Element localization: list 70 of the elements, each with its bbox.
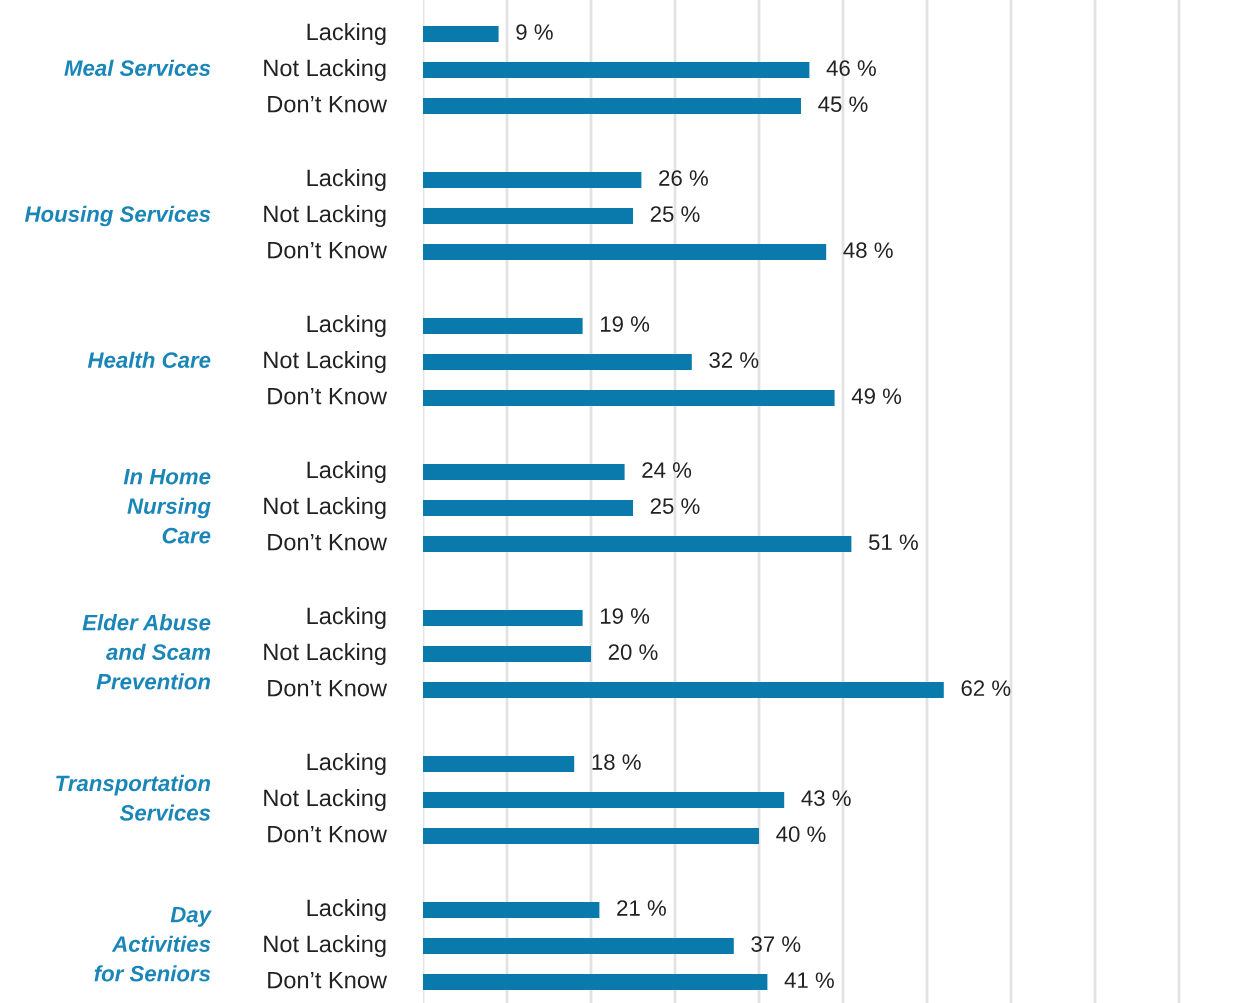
y-tick-label: Transportation Services: [56, 774, 211, 821]
bar: [423, 536, 852, 553]
text: Lacking: [307, 314, 386, 337]
text: Lacking: [307, 898, 386, 921]
bar: [423, 171, 642, 188]
text: Don’t Know: [268, 971, 388, 989]
data-label: 18 %: [592, 754, 641, 770]
data-label: 25 %: [650, 206, 700, 222]
text: Lacking: [307, 168, 386, 191]
text: Not Lacking: [264, 351, 386, 374]
series-label: Not Lacking: [264, 59, 386, 82]
bar: [423, 828, 759, 845]
data-label: 21 %: [617, 900, 666, 916]
bar: [423, 682, 944, 699]
data-label: 32 %: [709, 352, 759, 368]
text: Don’t Know: [268, 679, 388, 697]
data-label: 40 %: [776, 826, 826, 843]
y-tick-label: Health Care: [87, 351, 211, 368]
text: Lacking: [307, 460, 386, 483]
text: Not Lacking: [264, 497, 386, 520]
bar: [423, 500, 633, 516]
data-label: 19 %: [600, 316, 650, 332]
text: Don’t Know: [268, 387, 388, 405]
series-label: Lacking: [307, 22, 386, 45]
text: Lacking: [307, 606, 386, 629]
data-label: 45 %: [818, 96, 868, 113]
y-tick-label: Housing Services: [24, 205, 211, 227]
bar: [423, 938, 734, 954]
text: Lacking: [307, 752, 386, 775]
text: Don’t Know: [268, 825, 388, 843]
bar: [423, 609, 583, 626]
text: Don’t Know: [268, 241, 388, 259]
bar: [423, 25, 499, 42]
y-tick-label: In Home Nursing Care: [123, 468, 211, 544]
data-label: 24 %: [642, 462, 692, 478]
data-label: 26 %: [659, 170, 708, 186]
data-label: 48 %: [843, 242, 893, 259]
data-label: 37 %: [751, 936, 801, 952]
bar: [423, 792, 785, 808]
data-label: 62 %: [961, 680, 1011, 697]
bar: [423, 354, 692, 370]
bar: [423, 98, 801, 115]
text: Not Lacking: [264, 789, 386, 812]
bar: [423, 646, 591, 662]
text: Not Lacking: [264, 205, 386, 228]
series-label: Don’t Know: [268, 95, 388, 113]
bar: [423, 974, 768, 991]
data-label: 49 %: [851, 388, 902, 405]
bar: [423, 390, 835, 407]
bar: [423, 244, 827, 261]
data-label: 41 %: [784, 972, 834, 988]
data-label: 46 %: [826, 60, 876, 76]
bar: [423, 62, 810, 78]
data-label: 20 %: [608, 644, 658, 660]
text: Not Lacking: [264, 642, 386, 666]
text: Don’t Know: [268, 533, 388, 551]
data-label: 25 %: [650, 498, 700, 514]
bar: [423, 463, 625, 480]
data-label: 51 %: [868, 534, 918, 551]
y-tick-label: Day Activities for Seniors: [94, 906, 212, 982]
bar: [423, 208, 633, 224]
text: Not Lacking: [264, 934, 386, 958]
bar: [423, 755, 575, 772]
y-tick-label: Meal Services: [64, 59, 211, 76]
y-tick-label: Elder Abuse and Scam Prevention: [82, 614, 211, 690]
data-label: 43 %: [801, 790, 851, 806]
data-label: 9 %: [516, 24, 553, 40]
bar: [423, 317, 583, 334]
bar: [423, 901, 600, 918]
data-label: 19 %: [600, 608, 650, 624]
